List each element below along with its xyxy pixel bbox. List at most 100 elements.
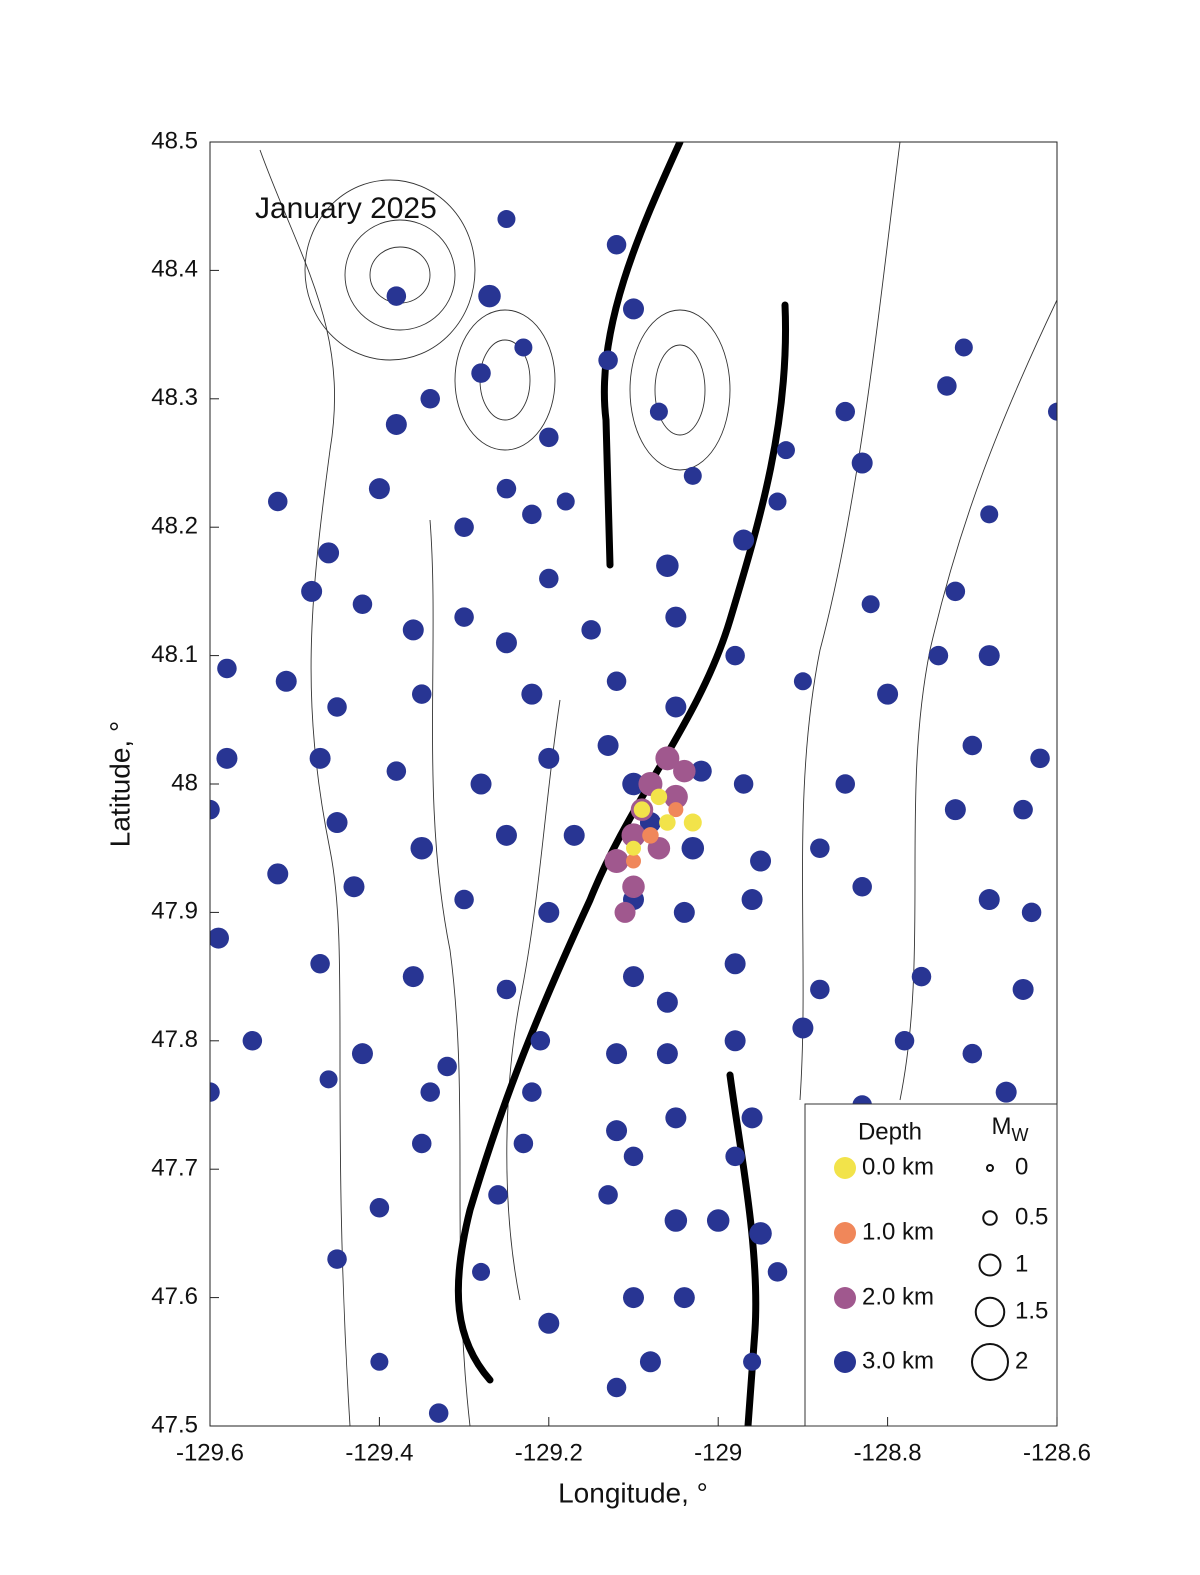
- event: [768, 492, 787, 511]
- size-legend-label: 0.5: [1015, 1203, 1048, 1230]
- event: [606, 1043, 628, 1065]
- event: [495, 632, 517, 654]
- event: [217, 658, 237, 679]
- y-tick-label: 47.9: [151, 898, 198, 925]
- event: [522, 504, 542, 525]
- event: [368, 478, 390, 500]
- event: [911, 966, 932, 987]
- event: [810, 838, 830, 858]
- event: [478, 284, 501, 308]
- event: [242, 1031, 263, 1051]
- event: [598, 350, 618, 371]
- event: [978, 645, 1000, 667]
- event: [412, 684, 432, 704]
- legend-label: 2.0 km: [862, 1283, 934, 1310]
- event: [962, 1043, 983, 1064]
- event: [513, 1133, 534, 1154]
- event: [412, 1133, 432, 1154]
- event: [267, 863, 289, 885]
- event: [623, 298, 644, 320]
- event: [945, 581, 966, 602]
- event: [327, 697, 347, 717]
- event: [319, 1070, 338, 1089]
- event: [301, 580, 323, 602]
- event: [420, 1082, 440, 1102]
- event: [663, 784, 688, 809]
- event: [962, 735, 983, 756]
- event: [606, 234, 627, 255]
- size-legend-title: MW: [992, 1113, 1029, 1144]
- event: [724, 1030, 746, 1052]
- event: [724, 953, 746, 975]
- x-tick-label: -129: [694, 1439, 742, 1466]
- y-tick-label: 48.1: [151, 641, 198, 668]
- event: [386, 286, 407, 306]
- event: [614, 901, 636, 923]
- event: [642, 827, 659, 844]
- event: [665, 606, 687, 628]
- event: [327, 1249, 347, 1269]
- y-tick-label: 48.4: [151, 256, 198, 283]
- event: [793, 672, 812, 691]
- event: [741, 1107, 763, 1129]
- event: [743, 1352, 762, 1371]
- event: [538, 901, 560, 923]
- event: [556, 492, 575, 511]
- event: [894, 1031, 915, 1051]
- event: [606, 1377, 627, 1398]
- event: [861, 595, 880, 614]
- event: [309, 747, 331, 769]
- event: [673, 759, 696, 783]
- event: [665, 696, 687, 718]
- y-tick-label: 48.2: [151, 513, 198, 540]
- event: [1013, 799, 1033, 820]
- event: [496, 979, 517, 1000]
- event: [690, 760, 712, 782]
- y-tick-label: 47.7: [151, 1155, 198, 1182]
- contour: [344, 219, 456, 331]
- event: [944, 799, 966, 821]
- size-legend-label: 2: [1015, 1347, 1028, 1374]
- event: [539, 568, 559, 589]
- event: [310, 954, 330, 974]
- event: [606, 671, 627, 692]
- event: [369, 1197, 390, 1218]
- contour: [629, 309, 731, 471]
- size-legend-title-sub: W: [1012, 1125, 1029, 1145]
- event: [626, 853, 641, 869]
- y-tick-label: 47.5: [151, 1411, 198, 1438]
- event: [326, 812, 348, 834]
- event: [210, 799, 220, 820]
- event: [402, 966, 424, 988]
- x-axis-label: Longitude, °: [558, 1477, 708, 1508]
- event: [351, 1043, 373, 1065]
- event: [937, 376, 957, 396]
- ridge-axis: [726, 1071, 760, 1426]
- x-tick-label: -128.8: [854, 1439, 922, 1466]
- size-legend-label: 0: [1015, 1153, 1028, 1180]
- event: [598, 1185, 618, 1205]
- x-tick-label: -128.6: [1023, 1439, 1091, 1466]
- event: [954, 338, 973, 357]
- event: [606, 1120, 628, 1142]
- contour: [899, 299, 1057, 1101]
- event: [656, 554, 679, 577]
- y-axis-label: Latitude, °: [104, 721, 135, 847]
- event: [650, 788, 668, 806]
- event: [597, 734, 619, 756]
- event: [410, 836, 433, 860]
- event: [514, 338, 533, 357]
- event: [471, 363, 491, 383]
- event: [741, 889, 763, 911]
- y-tick-label: 48: [171, 769, 198, 796]
- event: [385, 413, 407, 435]
- event: [521, 683, 543, 705]
- annotation: January 2025: [255, 192, 437, 225]
- event: [665, 1107, 687, 1129]
- y-tick-label: 48.5: [151, 127, 198, 154]
- event: [733, 529, 755, 551]
- event: [681, 836, 705, 860]
- event: [318, 542, 340, 564]
- event: [268, 491, 288, 512]
- event: [530, 1031, 551, 1051]
